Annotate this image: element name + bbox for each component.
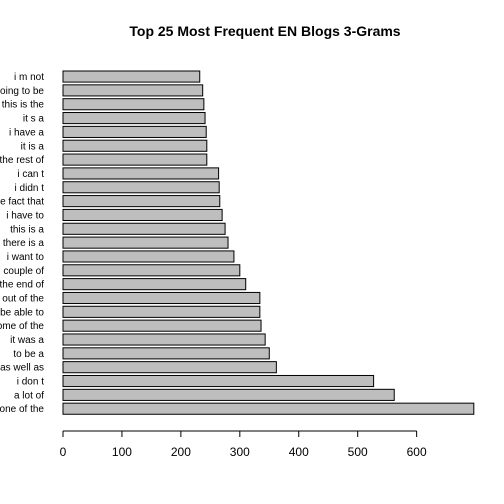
chart-title: Top 25 Most Frequent EN Blogs 3-Grams xyxy=(129,23,400,39)
bars-group xyxy=(62,70,475,415)
category-label: i want to xyxy=(7,252,45,263)
bar xyxy=(62,402,475,415)
bar xyxy=(62,278,247,291)
bar xyxy=(62,167,220,180)
category-label: some of the xyxy=(0,321,44,332)
bar xyxy=(62,153,208,166)
category-label: it s a xyxy=(23,114,45,125)
bar xyxy=(62,388,395,401)
category-label: this is the xyxy=(2,100,45,111)
bar xyxy=(62,305,261,318)
x-tick-label: 500 xyxy=(348,445,368,459)
bar xyxy=(62,222,226,235)
bar xyxy=(62,139,208,152)
bar xyxy=(62,84,204,97)
x-tick-label: 100 xyxy=(112,445,132,459)
bar xyxy=(62,319,262,332)
x-tick-label: 400 xyxy=(289,445,309,459)
bar xyxy=(62,195,221,208)
bar xyxy=(62,291,261,305)
category-label: be able to xyxy=(0,307,44,318)
bar xyxy=(62,112,206,125)
category-label: it was a xyxy=(10,335,44,346)
category-label: i have a xyxy=(9,127,44,138)
bar xyxy=(62,125,207,138)
category-label: the fact that xyxy=(0,197,44,208)
bar xyxy=(62,208,223,221)
bar xyxy=(62,333,266,346)
category-label: as well as xyxy=(0,363,44,374)
bar xyxy=(62,236,229,249)
bar xyxy=(62,181,220,194)
x-tick-label: 300 xyxy=(230,445,250,459)
x-tick-label: 600 xyxy=(407,445,427,459)
x-axis: 0 100 200 300 400 500 600 xyxy=(60,430,427,459)
category-label: a lot of xyxy=(14,390,44,401)
x-tick-label: 200 xyxy=(171,445,191,459)
category-label: out of the xyxy=(2,293,44,304)
category-label: i didn t xyxy=(15,183,45,194)
category-label: it is a xyxy=(21,141,45,152)
bar xyxy=(62,374,375,388)
category-label: i can t xyxy=(17,169,44,180)
category-label: going to be xyxy=(0,86,44,97)
bar xyxy=(62,98,205,111)
bar xyxy=(62,361,277,374)
bar xyxy=(62,250,235,263)
category-label: there is a xyxy=(3,238,45,249)
category-label: i m not xyxy=(14,72,44,83)
bar xyxy=(62,70,201,83)
category-label: i have to xyxy=(6,210,44,221)
category-label: couple of xyxy=(3,266,44,277)
category-label: one of the xyxy=(0,404,44,415)
category-label: the end of xyxy=(0,280,44,291)
bar xyxy=(62,264,241,277)
category-label: to be a xyxy=(13,349,44,360)
category-labels: one of the a lot of i don t as well as to be… xyxy=(0,72,44,415)
bar xyxy=(62,347,270,360)
x-tick-label: 0 xyxy=(60,445,67,459)
category-label: i don t xyxy=(17,377,44,388)
category-label: the rest of xyxy=(0,155,44,166)
category-label: this is a xyxy=(10,224,44,235)
